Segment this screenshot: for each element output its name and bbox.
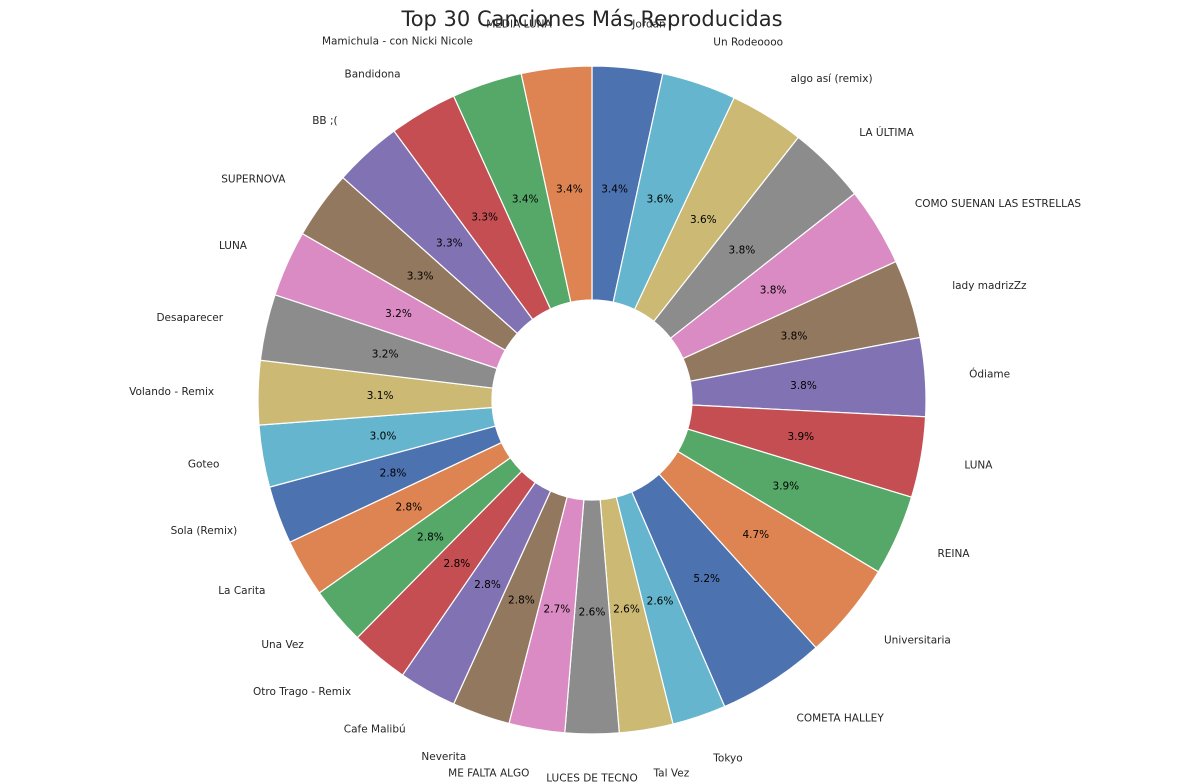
slice-label: COMETA HALLEY — [797, 712, 885, 724]
percent-label: 4.7% — [742, 529, 769, 541]
slice-label: BB ;( — [312, 115, 337, 127]
percent-label: 2.8% — [444, 558, 471, 570]
percent-label: 3.6% — [647, 194, 674, 206]
slice-label: Universitaria — [884, 635, 951, 647]
percent-label: 3.3% — [407, 270, 434, 282]
slices-group — [257, 65, 927, 735]
percent-label: 3.2% — [372, 348, 399, 360]
percent-label: 2.8% — [474, 579, 501, 591]
slice-label: ME FALTA ALGO — [448, 767, 529, 779]
percent-label: 3.2% — [385, 308, 412, 320]
slice-labels-group: Jordan I Un Rodeoooo algo así (remix) LA ÚL… — [129, 19, 1081, 783]
slice-label: MEDIA LUNA — [486, 19, 552, 31]
slice-label: Ódiame — [969, 367, 1010, 380]
slice-label: Otro Trago - Remix — [253, 686, 351, 698]
percent-label: 3.8% — [790, 380, 817, 392]
percent-label: 2.8% — [508, 594, 535, 606]
percent-label: 2.6% — [647, 595, 674, 607]
slice-label: Sola (Remix) — [171, 525, 238, 537]
slice-label: COMO SUENAN LAS ESTRELLAS — [915, 198, 1082, 210]
slice-label: SUPERNOVA — [221, 173, 286, 185]
slice-label: Un Rodeoooo — [713, 37, 783, 49]
slice-label: Goteo — [188, 458, 220, 470]
percent-label: 3.8% — [760, 284, 787, 296]
percent-label: 3.1% — [367, 390, 394, 402]
slice-label: LUNA — [964, 460, 993, 472]
percent-label: 3.0% — [370, 430, 397, 442]
percent-label: 3.3% — [436, 238, 463, 250]
slice-label: Volando - Remix — [129, 386, 214, 398]
percent-label: 3.4% — [512, 193, 539, 205]
slice-label: Neverita — [421, 751, 466, 763]
percent-label: 2.6% — [613, 604, 640, 616]
percent-label: 5.2% — [693, 573, 720, 585]
percent-label: 3.9% — [772, 481, 799, 493]
slice-label: Bandidona — [345, 69, 401, 81]
percent-label: 2.8% — [395, 501, 422, 513]
percent-label: 2.7% — [544, 604, 571, 616]
slice-label: LUCES DE TECNO — [546, 773, 638, 783]
percent-label: 3.6% — [690, 214, 717, 226]
percent-label: 2.8% — [417, 532, 444, 544]
slice-label: La Carita — [218, 585, 265, 597]
slice-label: Tokyo — [712, 753, 742, 765]
slice-label: LUNA — [219, 240, 248, 252]
slice-label: LA ÚLTIMA — [859, 126, 914, 139]
slice-label: REINA — [938, 548, 971, 560]
percent-label: 3.4% — [556, 184, 583, 196]
slice-label: Cafe Malibú — [344, 723, 406, 735]
slice-label: Desaparecer — [156, 312, 223, 324]
slice-label: Una Vez — [261, 639, 304, 651]
percent-label: 3.8% — [781, 330, 808, 342]
slice-label: Tal Vez — [653, 768, 690, 780]
percent-label: 3.4% — [601, 184, 628, 196]
slice-label: Mamichula - con Nicki Nicole — [322, 36, 473, 48]
percent-label: 2.6% — [579, 607, 606, 619]
slice-label: algo así (remix) — [791, 73, 873, 85]
slice-label: lady madrizZz — [952, 280, 1027, 292]
pie-slice — [520, 65, 593, 303]
slice-label: Jordan I — [631, 19, 672, 31]
percent-label: 3.9% — [787, 431, 814, 443]
percent-label: 2.8% — [380, 468, 407, 480]
percent-label: 3.3% — [471, 212, 498, 224]
percent-label: 3.8% — [729, 245, 756, 257]
percent-labels-group: 3.4% 3.6% 3.6% 3.8% 3.8% 3.8% 3.8% 3.9% 3.9% 4.7%… — [367, 184, 817, 619]
chart-title: Top 30 Canciones Más Reproducidas — [400, 7, 782, 31]
